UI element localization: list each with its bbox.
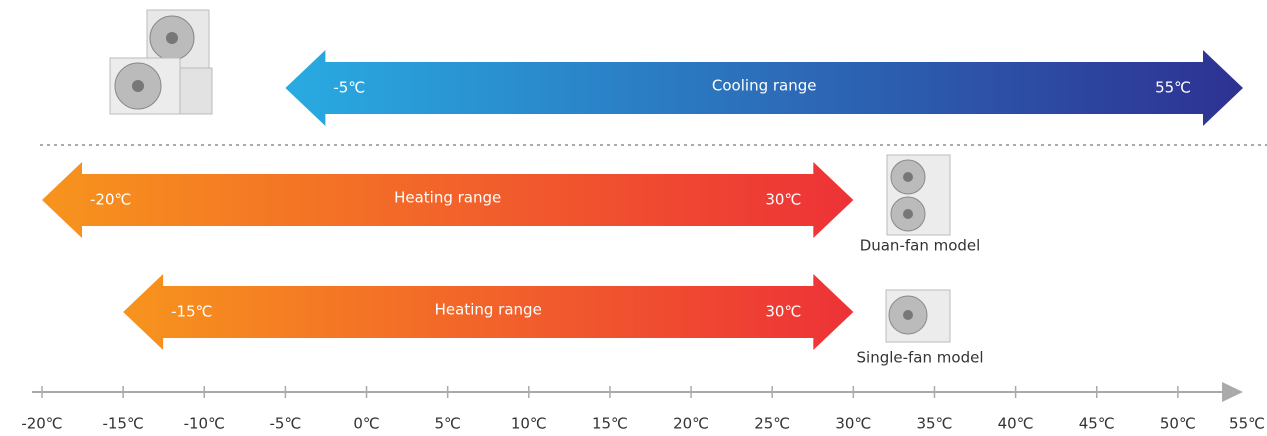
unit-icon xyxy=(886,154,951,236)
x-tick-label: -20℃ xyxy=(21,415,62,433)
x-tick-label: -10℃ xyxy=(184,415,225,433)
x-tick-label: -15℃ xyxy=(102,415,143,433)
x-tick-label: 5℃ xyxy=(434,415,460,433)
value-label: -15℃ xyxy=(171,303,212,321)
model-label: Duan-fan model xyxy=(860,237,981,255)
axis-arrow xyxy=(1222,382,1243,402)
x-tick-label: 55℃ xyxy=(1229,415,1265,433)
x-tick-label: 45℃ xyxy=(1079,415,1115,433)
value-label: 55℃ xyxy=(1155,79,1191,97)
x-tick-label: 30℃ xyxy=(835,415,871,433)
unit-icon xyxy=(109,9,213,115)
unit-icon xyxy=(885,289,951,343)
range-label: Heating range xyxy=(394,189,501,207)
x-tick-label: 25℃ xyxy=(754,415,790,433)
x-tick-label: 10℃ xyxy=(511,415,547,433)
range-arrow xyxy=(42,162,854,238)
x-tick-label: 15℃ xyxy=(592,415,628,433)
range-label: Cooling range xyxy=(712,77,817,95)
range-label: Heating range xyxy=(435,301,542,319)
x-tick-label: -5℃ xyxy=(269,415,301,433)
x-tick-label: 0℃ xyxy=(353,415,379,433)
x-tick-label: 40℃ xyxy=(998,415,1034,433)
x-tick-label: 20℃ xyxy=(673,415,709,433)
x-tick-label: 35℃ xyxy=(916,415,952,433)
model-label: Single-fan model xyxy=(857,349,984,367)
value-label: 30℃ xyxy=(765,191,801,209)
x-tick-label: 50℃ xyxy=(1160,415,1196,433)
value-label: -5℃ xyxy=(333,79,365,97)
range-arrow xyxy=(123,274,854,350)
range-arrow xyxy=(285,50,1243,126)
value-label: 30℃ xyxy=(765,303,801,321)
value-label: -20℃ xyxy=(90,191,131,209)
